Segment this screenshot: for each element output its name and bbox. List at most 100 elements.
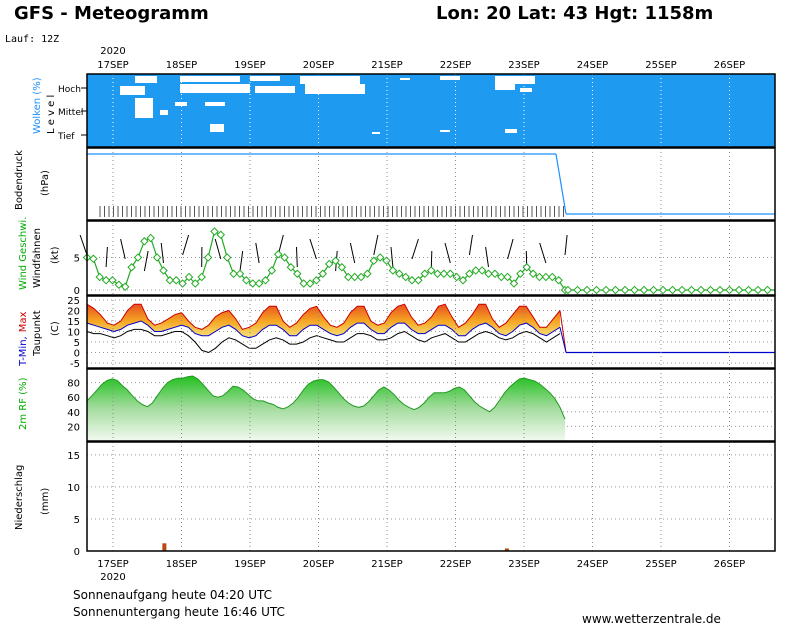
wind-label: Wind Geschwi.	[18, 217, 29, 290]
date-label-bottom: 21SEP	[371, 559, 402, 570]
wind-unit: (kt)	[50, 246, 61, 264]
wind-barb	[486, 247, 489, 267]
date-label-top: 18SEP	[166, 60, 197, 71]
wind-point	[447, 270, 454, 277]
temp-tick-label: 20	[67, 307, 80, 318]
cloud-sublabel: L e v e l	[46, 95, 57, 134]
cloud-gap	[205, 102, 225, 106]
wind-point	[716, 286, 723, 293]
wind-barb	[374, 235, 378, 255]
tmax-label: Max	[18, 312, 29, 333]
wind-point	[275, 251, 282, 258]
precip-label: Niederschlag	[14, 465, 25, 530]
sunset-text: Sonnenuntergang heute 16:46 UTC	[73, 605, 285, 619]
wind-point	[549, 273, 556, 280]
date-label-bottom: 22SEP	[440, 559, 471, 570]
cloud-gap	[210, 124, 224, 132]
wind-point	[115, 281, 122, 288]
wind-barb	[240, 251, 243, 271]
wind-point	[173, 277, 180, 284]
date-label-bottom: 24SEP	[577, 559, 608, 570]
pressure-unit: (hPa)	[40, 170, 51, 196]
cloud-gap	[120, 86, 145, 95]
pressure-label: Bodendruck	[14, 150, 25, 210]
wind-barb	[183, 235, 189, 255]
wind-point	[402, 273, 409, 280]
wind-point	[154, 254, 161, 261]
date-label-bottom: 18SEP	[166, 559, 197, 570]
wind-barb	[106, 247, 107, 267]
wind-barb	[161, 243, 163, 263]
precip-unit: (mm)	[40, 488, 51, 515]
cloud-gap	[505, 129, 517, 133]
date-label-top: 21SEP	[371, 60, 402, 71]
tmin-label: T-Min,	[18, 336, 29, 367]
wind-point	[307, 280, 314, 287]
wind-barb	[565, 235, 567, 255]
wind-point	[224, 254, 231, 261]
wind-point	[256, 280, 263, 287]
date-label-bottom: 26SEP	[714, 559, 745, 570]
wind-point	[141, 238, 148, 245]
wind-point	[491, 270, 498, 277]
cloud-level-tief: Tief	[57, 132, 75, 142]
wind-barb	[121, 239, 126, 259]
wind-point	[621, 286, 628, 293]
temp-tick-label: -5	[70, 359, 80, 370]
date-label-top: 25SEP	[645, 60, 676, 71]
precip-tick-label: 15	[67, 451, 80, 462]
pressure-drop	[556, 154, 566, 214]
wind-barb	[297, 247, 298, 267]
wind-point	[147, 234, 154, 241]
wind-point	[122, 283, 129, 290]
date-label-top: 17SEP	[97, 60, 128, 71]
wind-point	[631, 286, 638, 293]
rh-tick-label: 80	[67, 379, 80, 390]
rh-tick-label: 60	[67, 393, 80, 404]
date-label-bottom: 17SEP	[97, 559, 128, 570]
cloud-gap	[520, 88, 532, 92]
wind-point	[678, 286, 685, 293]
wind-speed-line	[87, 232, 565, 291]
wind-point	[389, 267, 396, 274]
date-label-bottom: 20SEP	[303, 559, 334, 570]
wind-point	[211, 228, 218, 235]
wind-point	[602, 286, 609, 293]
cloud-gap	[250, 76, 280, 81]
wind-point	[358, 273, 365, 280]
cloud-gap	[180, 76, 240, 82]
temp-tick-label: 5	[74, 338, 80, 349]
wind-point	[383, 257, 390, 264]
wind-point	[688, 286, 695, 293]
wind-point	[612, 286, 619, 293]
wind-point	[735, 286, 742, 293]
date-label-bottom: 23SEP	[508, 559, 539, 570]
cloud-label: Wolken (%)	[32, 77, 43, 134]
date-label-top: 22SEP	[440, 60, 471, 71]
wind-point	[268, 267, 275, 274]
wind-point	[128, 264, 135, 271]
wind-barb	[412, 239, 418, 259]
wind-point	[764, 286, 771, 293]
wind-sublabel: Windfahnen	[32, 228, 43, 288]
wind-barb	[144, 251, 148, 271]
cloud-gap	[300, 76, 360, 84]
wind-point	[574, 286, 581, 293]
wind-point	[90, 255, 97, 262]
wind-point	[754, 286, 761, 293]
temp-label: T-Min, Max	[18, 312, 29, 367]
wind-barb	[469, 235, 472, 255]
cloud-gap	[255, 86, 295, 93]
wind-point	[555, 277, 562, 284]
date-label-top: 26SEP	[714, 60, 745, 71]
date-label-bottom: 19SEP	[234, 559, 265, 570]
cloud-gap	[135, 98, 153, 118]
precip-bar	[162, 543, 166, 551]
cloud-level-mittel: Mittel	[58, 108, 83, 118]
temp-tick-label: 10	[67, 328, 80, 339]
cloud-gap	[372, 132, 380, 134]
cloud-gap	[400, 78, 410, 80]
precip-tick-label: 0	[74, 547, 80, 558]
